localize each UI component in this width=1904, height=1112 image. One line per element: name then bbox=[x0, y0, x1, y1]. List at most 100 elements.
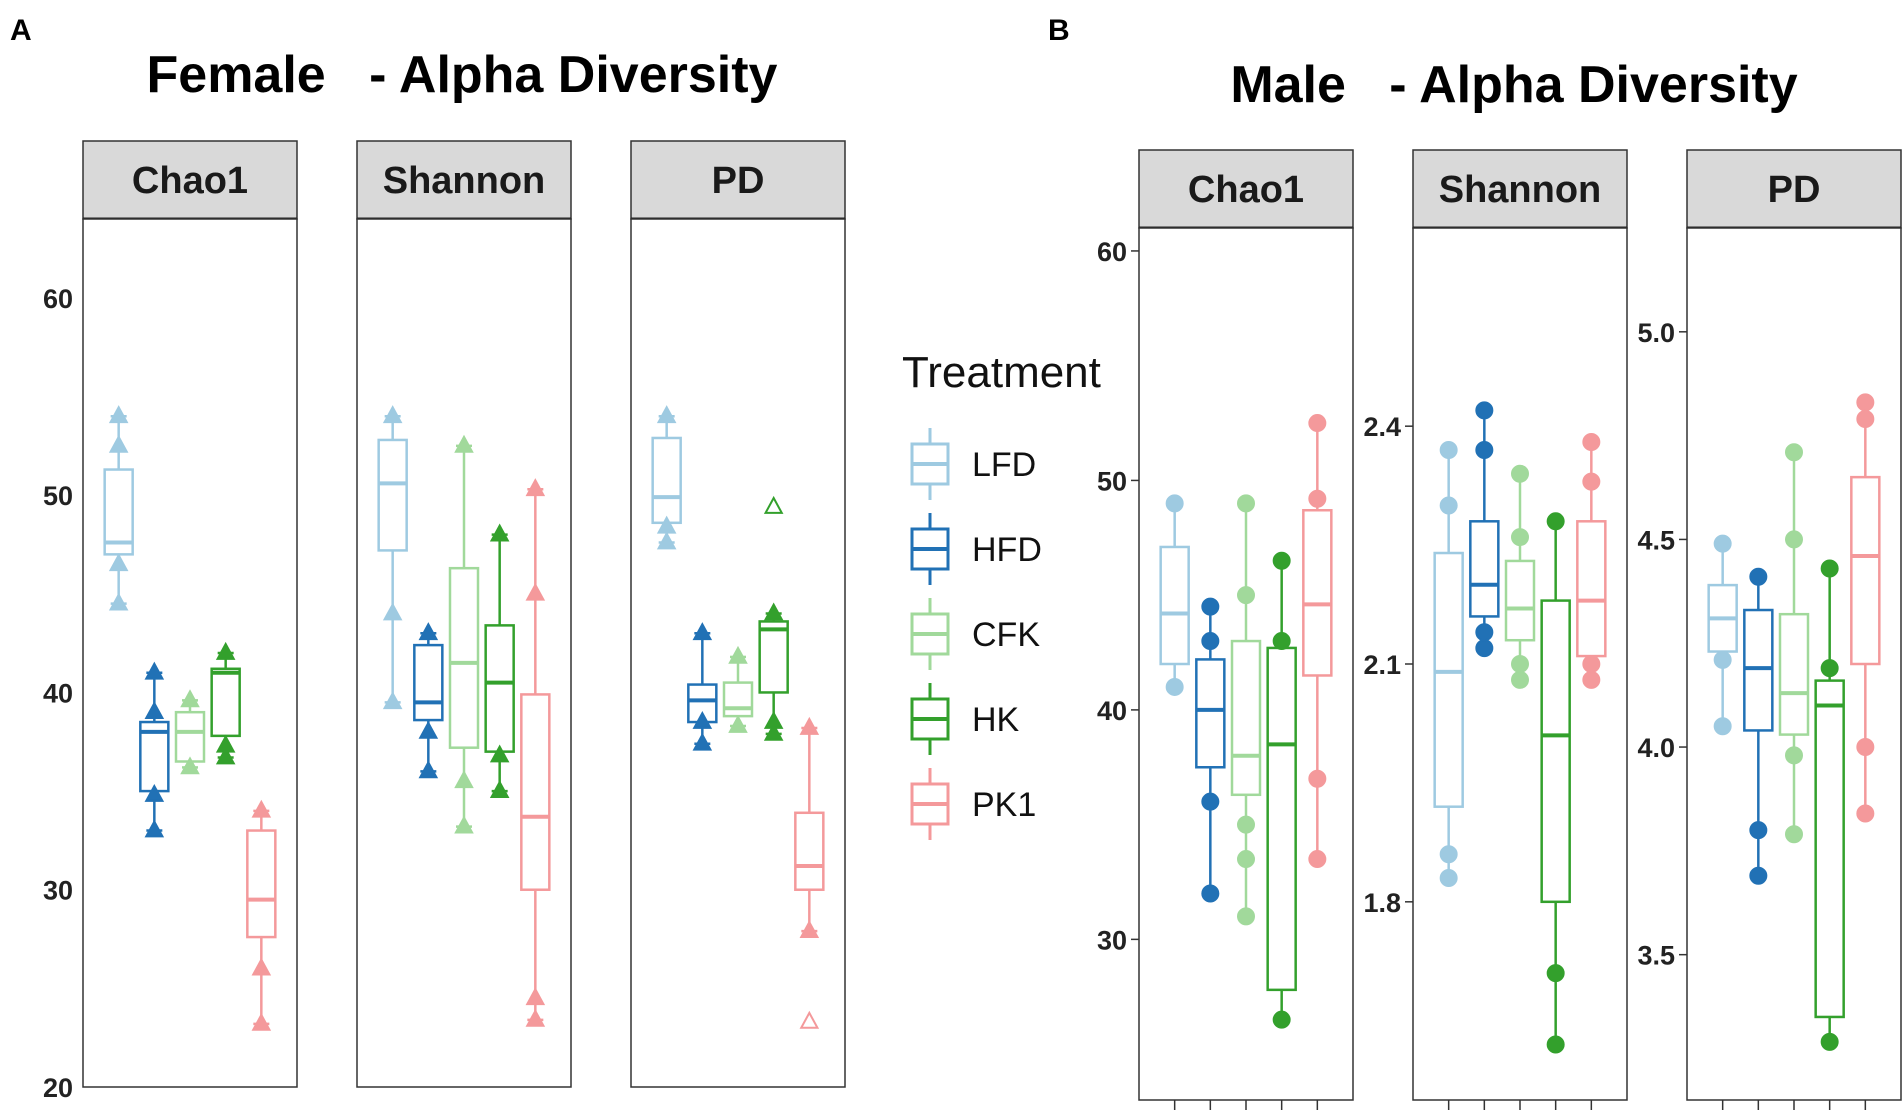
data-point-1 bbox=[1713, 650, 1732, 669]
box-iqr bbox=[174, 710, 206, 763]
male-facets: Chao1 30 40 50 60 Shannon 1.8 2.1 2.4 PD 3.5 4.0 4.5… bbox=[1097, 149, 1902, 1110]
box-iqr bbox=[794, 811, 825, 891]
data-point-3 bbox=[1511, 464, 1529, 483]
data-point-0 bbox=[1856, 804, 1875, 823]
data-point-1 bbox=[1201, 792, 1220, 811]
legend-item-lfd: LFD bbox=[910, 428, 1036, 500]
box-iqr bbox=[651, 436, 682, 525]
data-point-0 bbox=[1546, 1035, 1565, 1054]
male-pd-ytick-label-2: 4.5 bbox=[1637, 525, 1675, 555]
male-pd-box-cfk bbox=[1778, 443, 1810, 844]
data-point-0 bbox=[692, 732, 713, 751]
box-iqr bbox=[722, 681, 754, 718]
male-shannon-ytick-label-1: 2.1 bbox=[1363, 650, 1401, 680]
data-point-2 bbox=[525, 582, 546, 601]
female-shannon-box-lfd bbox=[377, 405, 408, 710]
female-chao1-box-cfk bbox=[174, 689, 206, 775]
female-chart-title: Female - Alpha Diversity bbox=[147, 46, 778, 104]
data-point-0 bbox=[799, 920, 820, 939]
legend-label-pk1: PK1 bbox=[972, 786, 1036, 824]
data-point-3 bbox=[1308, 414, 1327, 433]
data-point-0 bbox=[1749, 866, 1768, 885]
female-chao1-box-pk1 bbox=[246, 799, 277, 1031]
male-chao1-box-lfd bbox=[1159, 494, 1190, 696]
data-point-2 bbox=[1308, 489, 1327, 508]
male-shannon-box-pk1 bbox=[1576, 433, 1607, 689]
data-point-1 bbox=[418, 720, 439, 739]
data-point-0 bbox=[1820, 1032, 1839, 1051]
legend-label-lfd: LFD bbox=[972, 446, 1036, 484]
data-point-1 bbox=[1475, 623, 1494, 642]
data-point-1 bbox=[382, 602, 403, 621]
data-point-2 bbox=[382, 405, 403, 424]
male-chao1-box-cfk bbox=[1230, 494, 1262, 926]
data-point-3 bbox=[1237, 586, 1255, 605]
male-chao1-ytick-label-1: 40 bbox=[1097, 696, 1127, 726]
box-iqr bbox=[1743, 608, 1774, 732]
data-point-2 bbox=[454, 434, 474, 453]
data-point-2 bbox=[489, 523, 510, 542]
data-point-1 bbox=[180, 689, 200, 708]
female-shannon-strip bbox=[356, 140, 572, 220]
data-point-4 bbox=[1237, 494, 1255, 513]
male-shannon-strip-label: Shannon bbox=[1439, 169, 1602, 211]
male-shannon-box-hfd bbox=[1469, 401, 1500, 658]
data-point-2 bbox=[251, 799, 272, 818]
box-iqr bbox=[448, 566, 480, 749]
data-point-0 bbox=[489, 780, 510, 798]
data-point-2 bbox=[763, 602, 784, 621]
data-point-1 bbox=[215, 734, 236, 753]
male-pd-ytick-label-1: 4.0 bbox=[1637, 733, 1675, 763]
box-iqr bbox=[1504, 559, 1536, 642]
legend-item-cfk: CFK bbox=[910, 598, 1040, 670]
male-shannon-box-lfd bbox=[1433, 440, 1464, 888]
data-point-0 bbox=[728, 714, 748, 733]
male-chao1-box-hfd bbox=[1195, 597, 1226, 903]
data-point-1 bbox=[1165, 494, 1184, 513]
data-point-2 bbox=[1582, 472, 1601, 491]
data-point-2 bbox=[1201, 632, 1220, 651]
female-chao1-box-lfd bbox=[103, 405, 134, 611]
female-pd-box-lfd bbox=[651, 405, 682, 550]
male-pd-strip bbox=[1686, 149, 1902, 229]
female-pd-strip-label: PD bbox=[712, 160, 765, 202]
female-shannon-strip-label: Shannon bbox=[383, 160, 546, 202]
data-point-3 bbox=[1856, 393, 1875, 412]
data-point-0 bbox=[1713, 717, 1732, 736]
legend-label-hk: HK bbox=[972, 701, 1020, 739]
male-chart-title: Male - Alpha Diversity bbox=[1230, 56, 1797, 114]
data-point-1 bbox=[799, 716, 820, 735]
data-point-1 bbox=[251, 957, 272, 976]
data-point-0 bbox=[1165, 677, 1184, 696]
data-point-2 bbox=[1439, 496, 1458, 515]
data-point-1 bbox=[108, 553, 129, 572]
box-iqr bbox=[210, 667, 241, 738]
data-point-3 bbox=[1201, 597, 1220, 616]
data-point-0 bbox=[1475, 639, 1494, 658]
box-iqr bbox=[1195, 658, 1226, 769]
treatment-legend: Treatment LFD HFD CFK HK PK1 bbox=[902, 348, 1101, 840]
male-pd-ytick-label-3: 5.0 bbox=[1637, 318, 1675, 348]
data-point-1 bbox=[1820, 659, 1839, 678]
legend-item-hfd: HFD bbox=[910, 513, 1042, 585]
male-shannon-ytick-label-0: 1.8 bbox=[1363, 888, 1401, 918]
data-point-3 bbox=[1439, 440, 1458, 459]
box-iqr bbox=[246, 829, 277, 939]
box-iqr bbox=[1576, 520, 1607, 658]
female-shannon-box-cfk bbox=[448, 434, 480, 834]
data-point-0 bbox=[1439, 869, 1458, 888]
data-point-2 bbox=[1749, 567, 1768, 586]
legend-label-hfd: HFD bbox=[972, 531, 1042, 569]
data-point-2 bbox=[1511, 528, 1529, 547]
data-point-1 bbox=[1439, 845, 1458, 864]
box-iqr bbox=[1850, 475, 1881, 666]
data-point-0 bbox=[656, 531, 677, 550]
box-iqr bbox=[413, 643, 444, 722]
data-point-0 bbox=[144, 819, 165, 838]
data-point-0 bbox=[180, 756, 200, 775]
female-pd-box-pk1 bbox=[794, 716, 825, 1029]
data-point-3 bbox=[1582, 433, 1601, 452]
box-iqr bbox=[1814, 679, 1845, 1019]
female-pd-strip bbox=[630, 140, 846, 220]
